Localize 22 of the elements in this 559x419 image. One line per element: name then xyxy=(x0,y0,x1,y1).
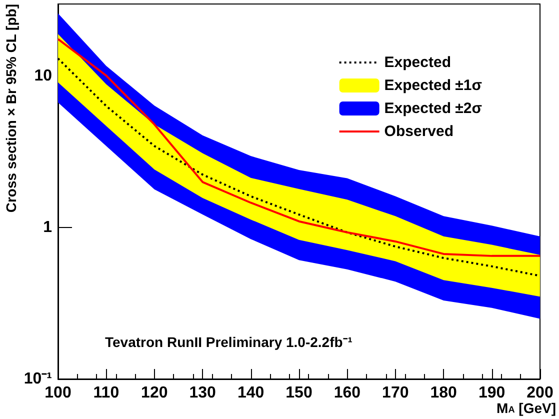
x-tick-label: 130 xyxy=(189,384,216,402)
x-tick-label: 150 xyxy=(286,384,312,402)
legend-label: Expected ±1σ xyxy=(384,77,482,94)
y-axis-title: Cross section × Br 95% CL [pb] xyxy=(3,4,19,213)
y-tick-label: 10⁻¹ xyxy=(24,370,52,388)
x-tick-label: 120 xyxy=(141,384,168,402)
x-tick-label: 110 xyxy=(93,384,120,402)
x-axis-title: MA [GeV] xyxy=(496,400,556,416)
legend-label: Expected ±2σ xyxy=(384,100,482,117)
legend-label: Expected xyxy=(384,54,452,71)
annotation: Tevatron RunII Preliminary 1.0-2.2fb⁻¹ xyxy=(105,334,353,350)
x-tick-label: 170 xyxy=(382,384,409,402)
x-tick-label: 180 xyxy=(430,384,458,402)
x-tick-label: 100 xyxy=(44,384,72,402)
y-tick-label: 1 xyxy=(43,219,52,236)
x-tick-label: 200 xyxy=(526,384,554,402)
x-tick-label: 190 xyxy=(478,384,506,402)
x-tick-label: 160 xyxy=(334,384,361,402)
x-tick-label: 140 xyxy=(237,384,264,402)
legend-label: Observed xyxy=(384,123,454,140)
y-tick-label: 10 xyxy=(34,68,52,85)
line-series xyxy=(57,38,541,257)
